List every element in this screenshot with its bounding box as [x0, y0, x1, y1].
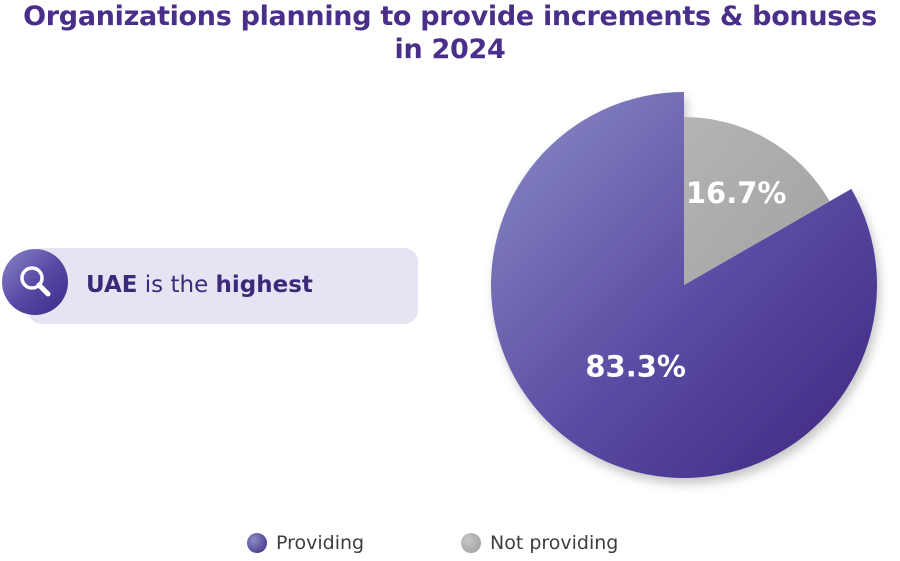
- legend-item-providing: Providing: [247, 531, 364, 555]
- callout-emphasis: highest: [215, 272, 313, 298]
- legend-item-not-providing: Not providing: [461, 531, 618, 555]
- slice-label-not-providing: 16.7%: [686, 176, 787, 210]
- legend-label-providing: Providing: [276, 532, 365, 554]
- callout-middle: is the: [137, 272, 216, 298]
- chart-title-line-2: in 2024: [394, 34, 506, 65]
- pie-slice-providing: [490, 92, 877, 478]
- slice-label-providing: 83.3%: [585, 350, 686, 384]
- legend-label-not-providing: Not providing: [490, 532, 619, 554]
- pie-slice-not-providing: [684, 117, 830, 285]
- search-icon: [2, 249, 68, 315]
- legend-swatch-not-providing: [461, 533, 481, 553]
- callout-country: UAE: [86, 272, 138, 298]
- callout-text: UAE is the highest: [86, 272, 313, 298]
- legend-swatch-providing: [247, 533, 267, 553]
- callout-box: [28, 248, 418, 324]
- chart-title: Organizations planning to provide increm…: [0, 0, 900, 66]
- chart-title-line-1: Organizations planning to provide increm…: [23, 1, 877, 32]
